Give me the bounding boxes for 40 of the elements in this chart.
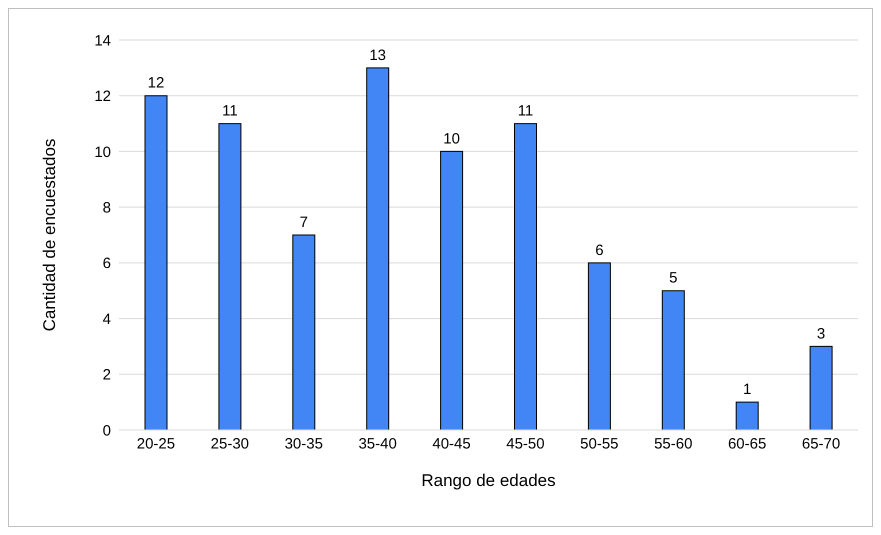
data-label: 10 xyxy=(443,130,460,148)
y-tick-label: 6 xyxy=(102,255,111,272)
y-tick-label: 12 xyxy=(94,88,111,106)
y-tick-label: 2 xyxy=(102,366,111,384)
y-tick-label: 4 xyxy=(102,310,111,328)
data-label: 11 xyxy=(222,102,238,120)
y-tick-label: 0 xyxy=(102,422,111,440)
bar xyxy=(810,346,833,430)
bar xyxy=(292,234,316,430)
x-tick-label: 45-50 xyxy=(506,436,545,453)
x-tick-label: 60-65 xyxy=(728,436,766,453)
bar xyxy=(514,123,537,430)
x-tick-label: 35-40 xyxy=(358,436,397,453)
y-tick-label: 14 xyxy=(94,32,111,50)
x-axis-title: Rango de edades xyxy=(421,471,556,490)
x-tick-label: 30-35 xyxy=(284,436,323,453)
x-tick-label: 25-30 xyxy=(210,436,250,453)
bar xyxy=(366,67,390,430)
x-tick-label: 65-70 xyxy=(802,436,840,453)
bar xyxy=(144,95,168,430)
x-tick-label: 20-25 xyxy=(136,436,176,453)
data-label: 12 xyxy=(148,74,164,92)
bar xyxy=(440,150,464,430)
bar xyxy=(218,123,242,430)
data-label: 5 xyxy=(669,270,678,287)
data-label: 7 xyxy=(300,214,308,231)
y-tick-label: 8 xyxy=(102,199,111,216)
data-label: 13 xyxy=(369,46,386,64)
bar xyxy=(662,290,685,430)
x-tick-label: 40-45 xyxy=(432,436,471,453)
data-label: 11 xyxy=(518,102,534,120)
bar xyxy=(588,262,611,430)
y-axis-title: Cantidad de encuestados xyxy=(40,138,60,332)
y-tick-label: 10 xyxy=(94,144,111,161)
x-tick-label: 50-55 xyxy=(580,436,619,453)
x-tick-label: 55-60 xyxy=(654,436,692,453)
data-label: 3 xyxy=(816,325,826,342)
data-label: 1 xyxy=(743,381,752,398)
bar xyxy=(736,402,759,430)
data-label: 6 xyxy=(595,242,604,259)
